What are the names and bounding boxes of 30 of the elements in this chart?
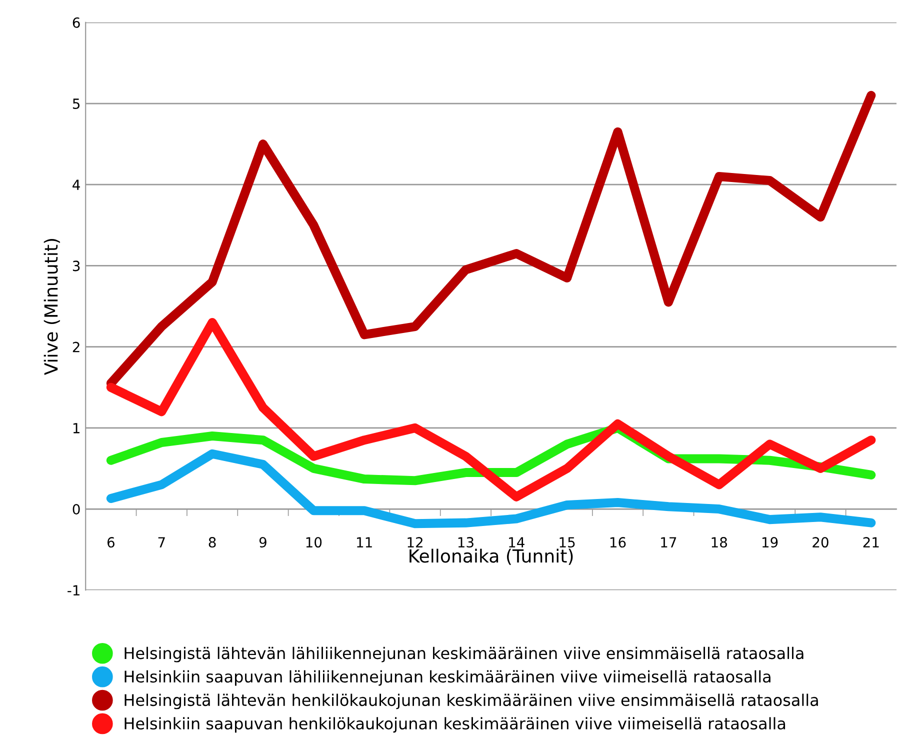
x-tick-label: 13 <box>458 537 474 548</box>
x-tick-label: 21 <box>863 537 879 548</box>
x-axis-title: Kellonaika (Tunnit) <box>410 548 573 565</box>
x-tick-label: 14 <box>509 537 524 548</box>
y-tick-label: 4 <box>72 180 80 190</box>
x-tick-label: 19 <box>762 537 778 548</box>
x-tick-label: 12 <box>408 537 422 548</box>
y-tick-label: 3 <box>72 260 80 272</box>
x-tick-label: 8 <box>208 537 216 548</box>
legend-label: Helsingistä lähtevän lähiliikennejunan keskimääräinen viive ensimmäisellä rataosalla <box>124 646 804 662</box>
x-tick-label: 18 <box>712 537 727 548</box>
y-tick-label: 5 <box>72 98 80 109</box>
x-tick-label: 17 <box>661 537 676 548</box>
y-tick-label: 6 <box>72 17 80 28</box>
legend-label: Helsingistä lähtevän henkilökaukojunan keskimääräinen viive ensimmäisellä rataosalla <box>124 694 818 710</box>
x-tick-label: 11 <box>357 537 372 548</box>
x-tick-label: 9 <box>259 537 266 548</box>
legend-label: Helsinkiin saapuvan henkilökaukojunan keskimääräinen viive viimeisellä rataosalla <box>124 717 786 733</box>
x-tick-label: 10 <box>306 537 322 548</box>
x-tick-label: 6 <box>107 537 114 548</box>
x-tick-label: 20 <box>812 537 828 548</box>
x-tick-label: 16 <box>610 537 626 548</box>
x-tick-label: 15 <box>560 537 575 548</box>
y-tick-label: 0 <box>72 504 80 514</box>
y-tick-label: 1 <box>73 423 80 434</box>
x-tick-label: 7 <box>158 537 165 548</box>
y-axis-title: Viive (Minuutit) <box>44 238 60 375</box>
legend-label: Helsinkiin saapuvan lähiliikennejunan keskimääräinen viive viimeisellä rataosalla <box>124 670 770 686</box>
y-tick-label: -1 <box>68 585 80 596</box>
y-tick-label: 2 <box>72 342 80 352</box>
